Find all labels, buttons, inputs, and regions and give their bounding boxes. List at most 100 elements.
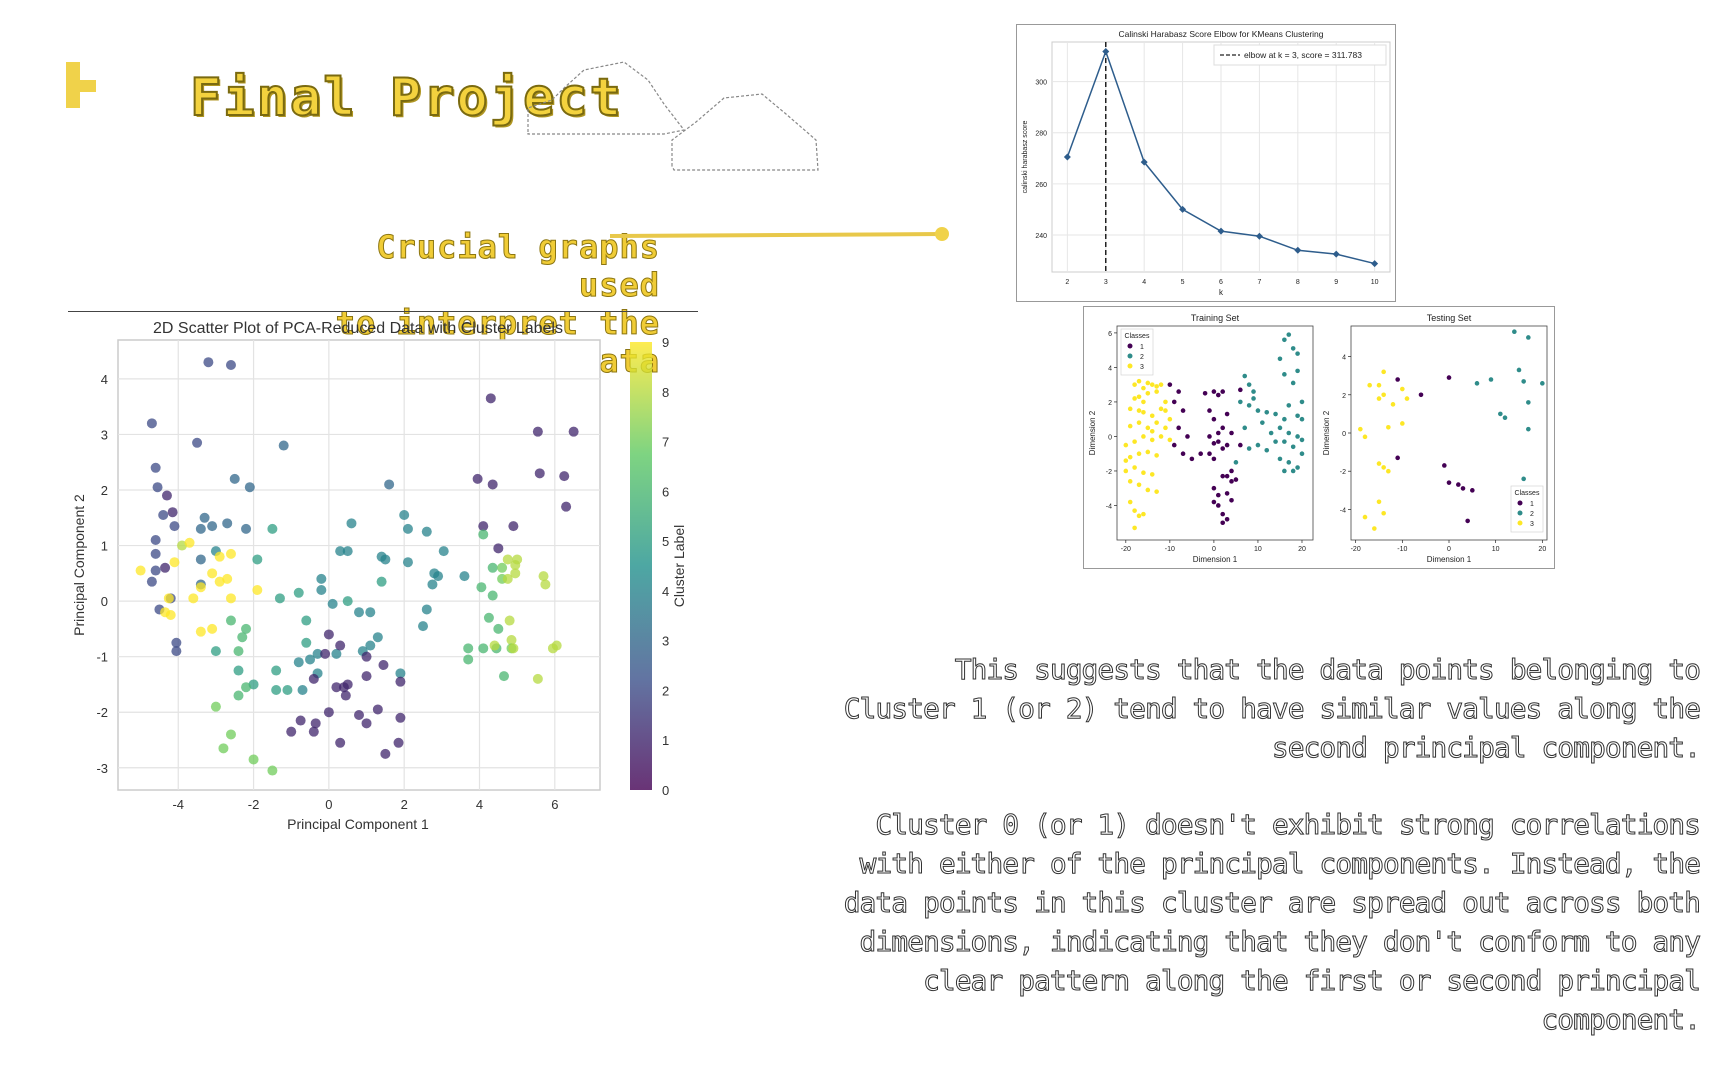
data-point — [244, 482, 255, 493]
train-point — [1145, 380, 1151, 386]
test-legend-title: Classes — [1515, 490, 1540, 497]
x-tick-label: 4 — [476, 797, 483, 812]
data-point — [316, 573, 327, 584]
data-point — [538, 571, 549, 582]
train-point — [1277, 456, 1283, 462]
test-legend-label: 3 — [1530, 521, 1534, 528]
train-point — [1123, 458, 1129, 463]
elbow-x-tick-label: 7 — [1257, 279, 1261, 286]
data-point — [433, 571, 444, 582]
x-tick-label: -4 — [172, 797, 184, 812]
data-point — [380, 748, 391, 759]
train-point — [1233, 460, 1239, 465]
train-point — [1211, 389, 1217, 394]
data-point — [508, 643, 519, 654]
data-point — [169, 521, 180, 532]
data-point — [225, 548, 236, 559]
train-point — [1220, 520, 1226, 526]
train-point — [1238, 442, 1243, 448]
train-point — [1282, 468, 1287, 474]
interpretation-paragraph-2: Cluster 0 (or 1) doesn't exhibit strong … — [843, 808, 1701, 1037]
data-point — [497, 562, 508, 573]
data-point — [171, 646, 182, 657]
data-point — [472, 473, 483, 484]
data-point — [297, 685, 308, 695]
data-point — [427, 579, 438, 590]
test-point — [1376, 382, 1382, 388]
data-point — [331, 682, 342, 693]
data-point — [532, 673, 543, 684]
data-point — [163, 593, 174, 604]
train-point — [1123, 468, 1129, 474]
data-point — [378, 660, 389, 670]
test-point — [1376, 396, 1382, 401]
test-point — [1526, 335, 1531, 340]
train-point — [1229, 479, 1234, 484]
data-point — [372, 704, 383, 715]
data-point — [233, 646, 244, 657]
train-point — [1158, 382, 1164, 387]
data-point — [354, 710, 364, 720]
data-point — [323, 707, 334, 718]
x-tick-label: 6 — [551, 797, 558, 812]
data-point — [568, 426, 579, 437]
data-point — [393, 737, 404, 748]
train-point — [1282, 372, 1287, 377]
test-point — [1400, 386, 1405, 392]
train-point — [1176, 425, 1181, 431]
data-point — [295, 715, 306, 726]
data-point — [502, 554, 513, 565]
test-point — [1386, 424, 1391, 430]
train-point — [1242, 425, 1248, 431]
test-x-label: Dimension 1 — [1427, 555, 1472, 564]
test-legend-marker — [1517, 520, 1523, 526]
data-point — [463, 654, 474, 665]
train-point — [1255, 408, 1261, 413]
train-point — [1158, 434, 1164, 439]
data-point — [248, 754, 259, 765]
train-point — [1211, 485, 1217, 491]
train-legend-label: 1 — [1140, 344, 1144, 351]
test-point — [1470, 488, 1475, 493]
test-point — [1526, 400, 1531, 405]
data-point — [252, 554, 263, 565]
y-tick-label: 1 — [101, 539, 108, 554]
data-point — [214, 576, 225, 587]
test-y-tick-label: -4 — [1340, 507, 1346, 514]
data-point — [354, 607, 364, 618]
data-point — [225, 360, 236, 370]
data-point — [271, 665, 282, 676]
train-point — [1224, 411, 1230, 417]
data-point — [237, 632, 248, 643]
data-point — [301, 637, 312, 648]
test-point — [1512, 329, 1517, 335]
elbow-x-tick-label: 4 — [1142, 279, 1146, 286]
train-point — [1123, 442, 1129, 448]
train-point — [1295, 465, 1300, 470]
train-point — [1216, 492, 1221, 498]
elbow-y-tick-label: 260 — [1035, 182, 1047, 189]
train-chart-title: Training Set — [1191, 313, 1240, 323]
train-point — [1149, 472, 1155, 477]
y-tick-label: -1 — [96, 650, 108, 665]
data-point — [188, 593, 199, 604]
data-point — [278, 440, 289, 451]
data-point — [512, 554, 523, 565]
train-point — [1136, 513, 1142, 519]
data-point — [207, 623, 218, 634]
y-tick-label: -2 — [96, 705, 108, 720]
train-point — [1273, 439, 1278, 444]
data-point — [361, 651, 372, 662]
data-point — [207, 568, 218, 579]
data-point — [210, 701, 221, 712]
data-point — [316, 585, 327, 595]
x-tick-label: 0 — [325, 797, 332, 812]
test-point — [1465, 518, 1470, 524]
train-point — [1220, 446, 1226, 451]
score-point — [1217, 227, 1225, 235]
data-point — [365, 607, 376, 618]
train-point — [1207, 434, 1212, 439]
data-point — [214, 551, 225, 562]
train-point — [1127, 454, 1133, 460]
data-point — [361, 671, 372, 682]
